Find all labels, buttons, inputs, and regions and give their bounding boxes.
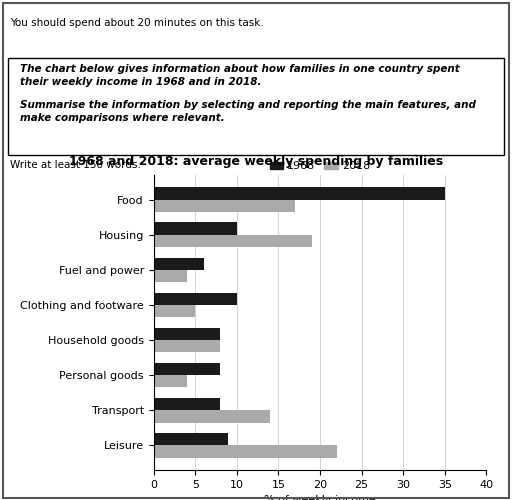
- Bar: [154, 258, 203, 270]
- Text: 1968 and 2018: average weekly spending by families: 1968 and 2018: average weekly spending b…: [69, 154, 443, 168]
- Bar: [154, 270, 187, 282]
- Bar: [154, 446, 337, 458]
- Text: Summarise the information by selecting and reporting the main features, and
make: Summarise the information by selecting a…: [20, 100, 476, 123]
- Text: The chart below gives information about how families in one country spent
their : The chart below gives information about …: [20, 64, 460, 87]
- Bar: [154, 292, 237, 305]
- Bar: [154, 433, 228, 446]
- Bar: [154, 200, 295, 212]
- Bar: [154, 363, 220, 375]
- Bar: [154, 305, 195, 317]
- Bar: [154, 234, 312, 247]
- Text: Write at least 150 words.: Write at least 150 words.: [10, 160, 141, 170]
- Legend: 1968, 2018: 1968, 2018: [265, 157, 375, 176]
- Bar: [154, 410, 270, 422]
- X-axis label: % of weekly income: % of weekly income: [264, 496, 376, 500]
- Bar: [154, 188, 445, 200]
- Bar: [154, 328, 220, 340]
- Bar: [154, 398, 220, 410]
- Bar: [154, 222, 237, 234]
- Bar: [154, 340, 220, 352]
- Bar: [154, 375, 187, 388]
- Text: You should spend about 20 minutes on this task.: You should spend about 20 minutes on thi…: [10, 18, 264, 28]
